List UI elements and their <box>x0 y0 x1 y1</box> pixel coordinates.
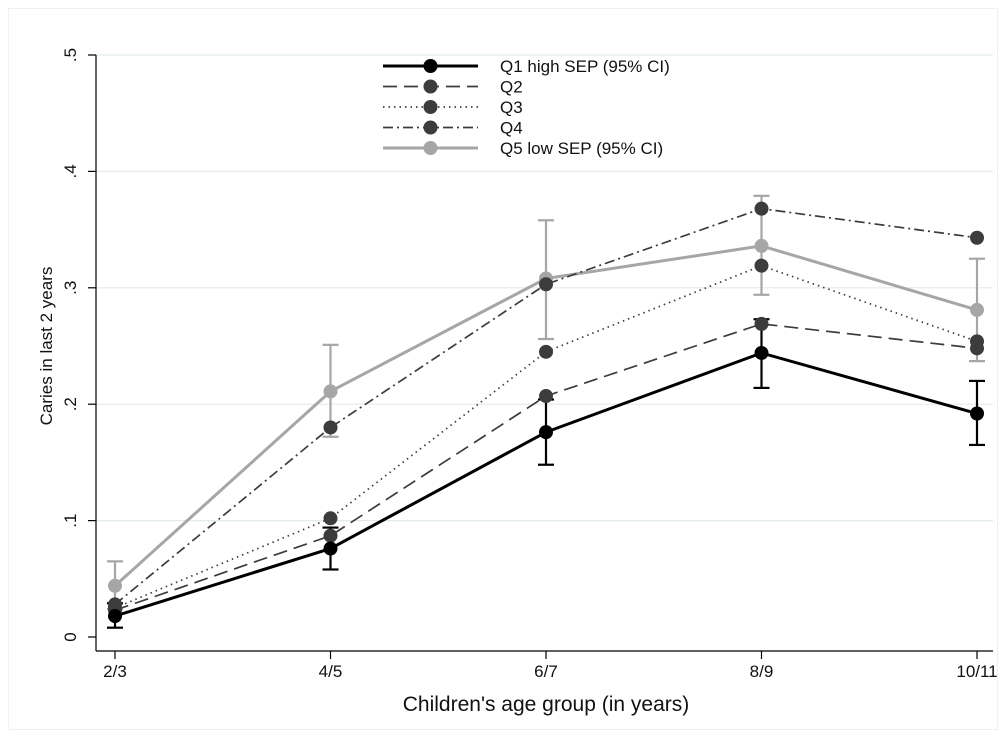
data-point-q3 <box>539 344 553 359</box>
x-tick-label: 4/5 <box>319 662 343 681</box>
data-point-q3 <box>754 258 769 273</box>
data-point-q4 <box>754 201 769 216</box>
legend-marker-q3 <box>423 100 438 114</box>
y-axis-ticks: 0 .1 .2 .3 .4 .5 <box>61 48 96 642</box>
legend-marker-q4 <box>423 120 438 135</box>
y-tick-label: .4 <box>61 164 80 178</box>
x-tick-label: 6/7 <box>534 662 558 681</box>
series-line-4 <box>114 207 978 606</box>
legend-marker-q1 <box>423 59 438 73</box>
data-point-q5 <box>323 384 338 399</box>
y-tick-label: .5 <box>61 48 80 62</box>
legend-label-q4: Q4 <box>500 119 523 138</box>
x-tick-label: 8/9 <box>750 662 774 681</box>
data-point-q2 <box>754 316 769 331</box>
confidence-intervals <box>107 194 985 629</box>
data-point-q5 <box>970 302 984 317</box>
series-markers <box>108 201 984 624</box>
data-point-q5 <box>108 578 122 593</box>
legend-marker-q2 <box>423 79 438 94</box>
y-tick-label: .2 <box>61 397 80 411</box>
data-point-q1 <box>970 406 984 421</box>
data-point-q3 <box>323 511 338 526</box>
legend-label-q5: Q5 low SEP (95% CI) <box>500 139 663 158</box>
data-point-q1 <box>108 609 122 624</box>
data-point-q2 <box>539 389 553 404</box>
x-axis-ticks: 2/3 4/5 6/7 8/9 10/11 <box>103 651 998 681</box>
figure-border <box>8 8 998 730</box>
series-line-2 <box>114 323 978 612</box>
x-axis-title: Children's age group (in years) <box>403 693 689 716</box>
x-tick-label: 10/11 <box>956 662 997 681</box>
y-tick-label: 0 <box>61 632 80 641</box>
y-tick-label: .1 <box>61 514 80 528</box>
data-point-q2 <box>970 341 984 356</box>
legend-marker-q5 <box>423 141 438 155</box>
legend-label-q1: Q1 high SEP (95% CI) <box>500 57 670 76</box>
data-point-q4 <box>970 230 984 245</box>
data-point-q1 <box>539 425 553 440</box>
x-tick-label: 2/3 <box>103 662 127 681</box>
legend-label-q2: Q2 <box>500 78 523 97</box>
data-point-q4 <box>323 420 338 435</box>
data-point-q1 <box>754 345 769 360</box>
data-point-q4 <box>539 277 553 292</box>
legend-label-q3: Q3 <box>500 98 523 117</box>
y-tick-label: .3 <box>61 281 80 295</box>
data-point-q2 <box>323 528 338 543</box>
y-axis-title: Caries in last 2 years <box>37 267 56 426</box>
data-point-q1 <box>323 541 338 556</box>
data-point-q5 <box>754 238 769 253</box>
